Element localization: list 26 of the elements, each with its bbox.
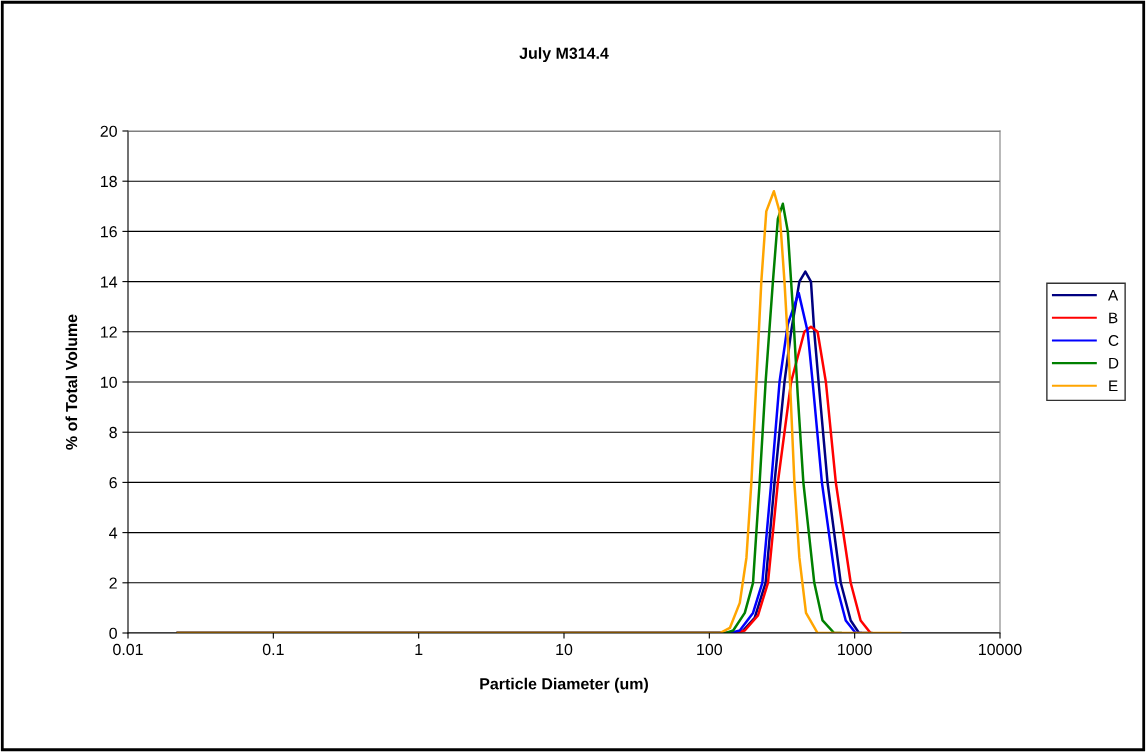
x-axis-title: Particle Diameter (um)	[480, 677, 648, 693]
y-tick-label: 8	[109, 426, 117, 439]
y-tick-label: 12	[101, 326, 117, 338]
x-tick-label: 1	[415, 644, 423, 655]
legend-label: D	[1109, 357, 1119, 369]
legend-label: A	[1108, 289, 1119, 301]
x-tick-label: 0.01	[113, 643, 143, 656]
y-axis-title: % of Total Volume	[65, 314, 78, 450]
x-tick-label: 10	[556, 643, 573, 656]
y-tick-label: 4	[109, 527, 118, 539]
y-tick-label: 6	[109, 477, 117, 489]
legend-label: B	[1109, 312, 1118, 324]
chart-title: July M314.4	[519, 47, 609, 63]
legend-label: C	[1108, 335, 1119, 346]
y-tick-label: 2	[109, 577, 117, 589]
x-tick-label: 1000	[838, 643, 872, 656]
y-tick-label: 0	[109, 627, 117, 639]
y-tick-label: 20	[100, 125, 117, 137]
x-tick-label: 10000	[979, 643, 1022, 656]
x-tick-label: 0.1	[262, 643, 284, 656]
y-tick-label: 18	[101, 175, 117, 188]
x-tick-label: 100	[697, 643, 723, 656]
y-tick-label: 10	[101, 376, 117, 388]
legend-label: E	[1109, 380, 1118, 392]
y-tick-label: 14	[101, 276, 118, 288]
y-tick-label: 16	[101, 226, 117, 238]
